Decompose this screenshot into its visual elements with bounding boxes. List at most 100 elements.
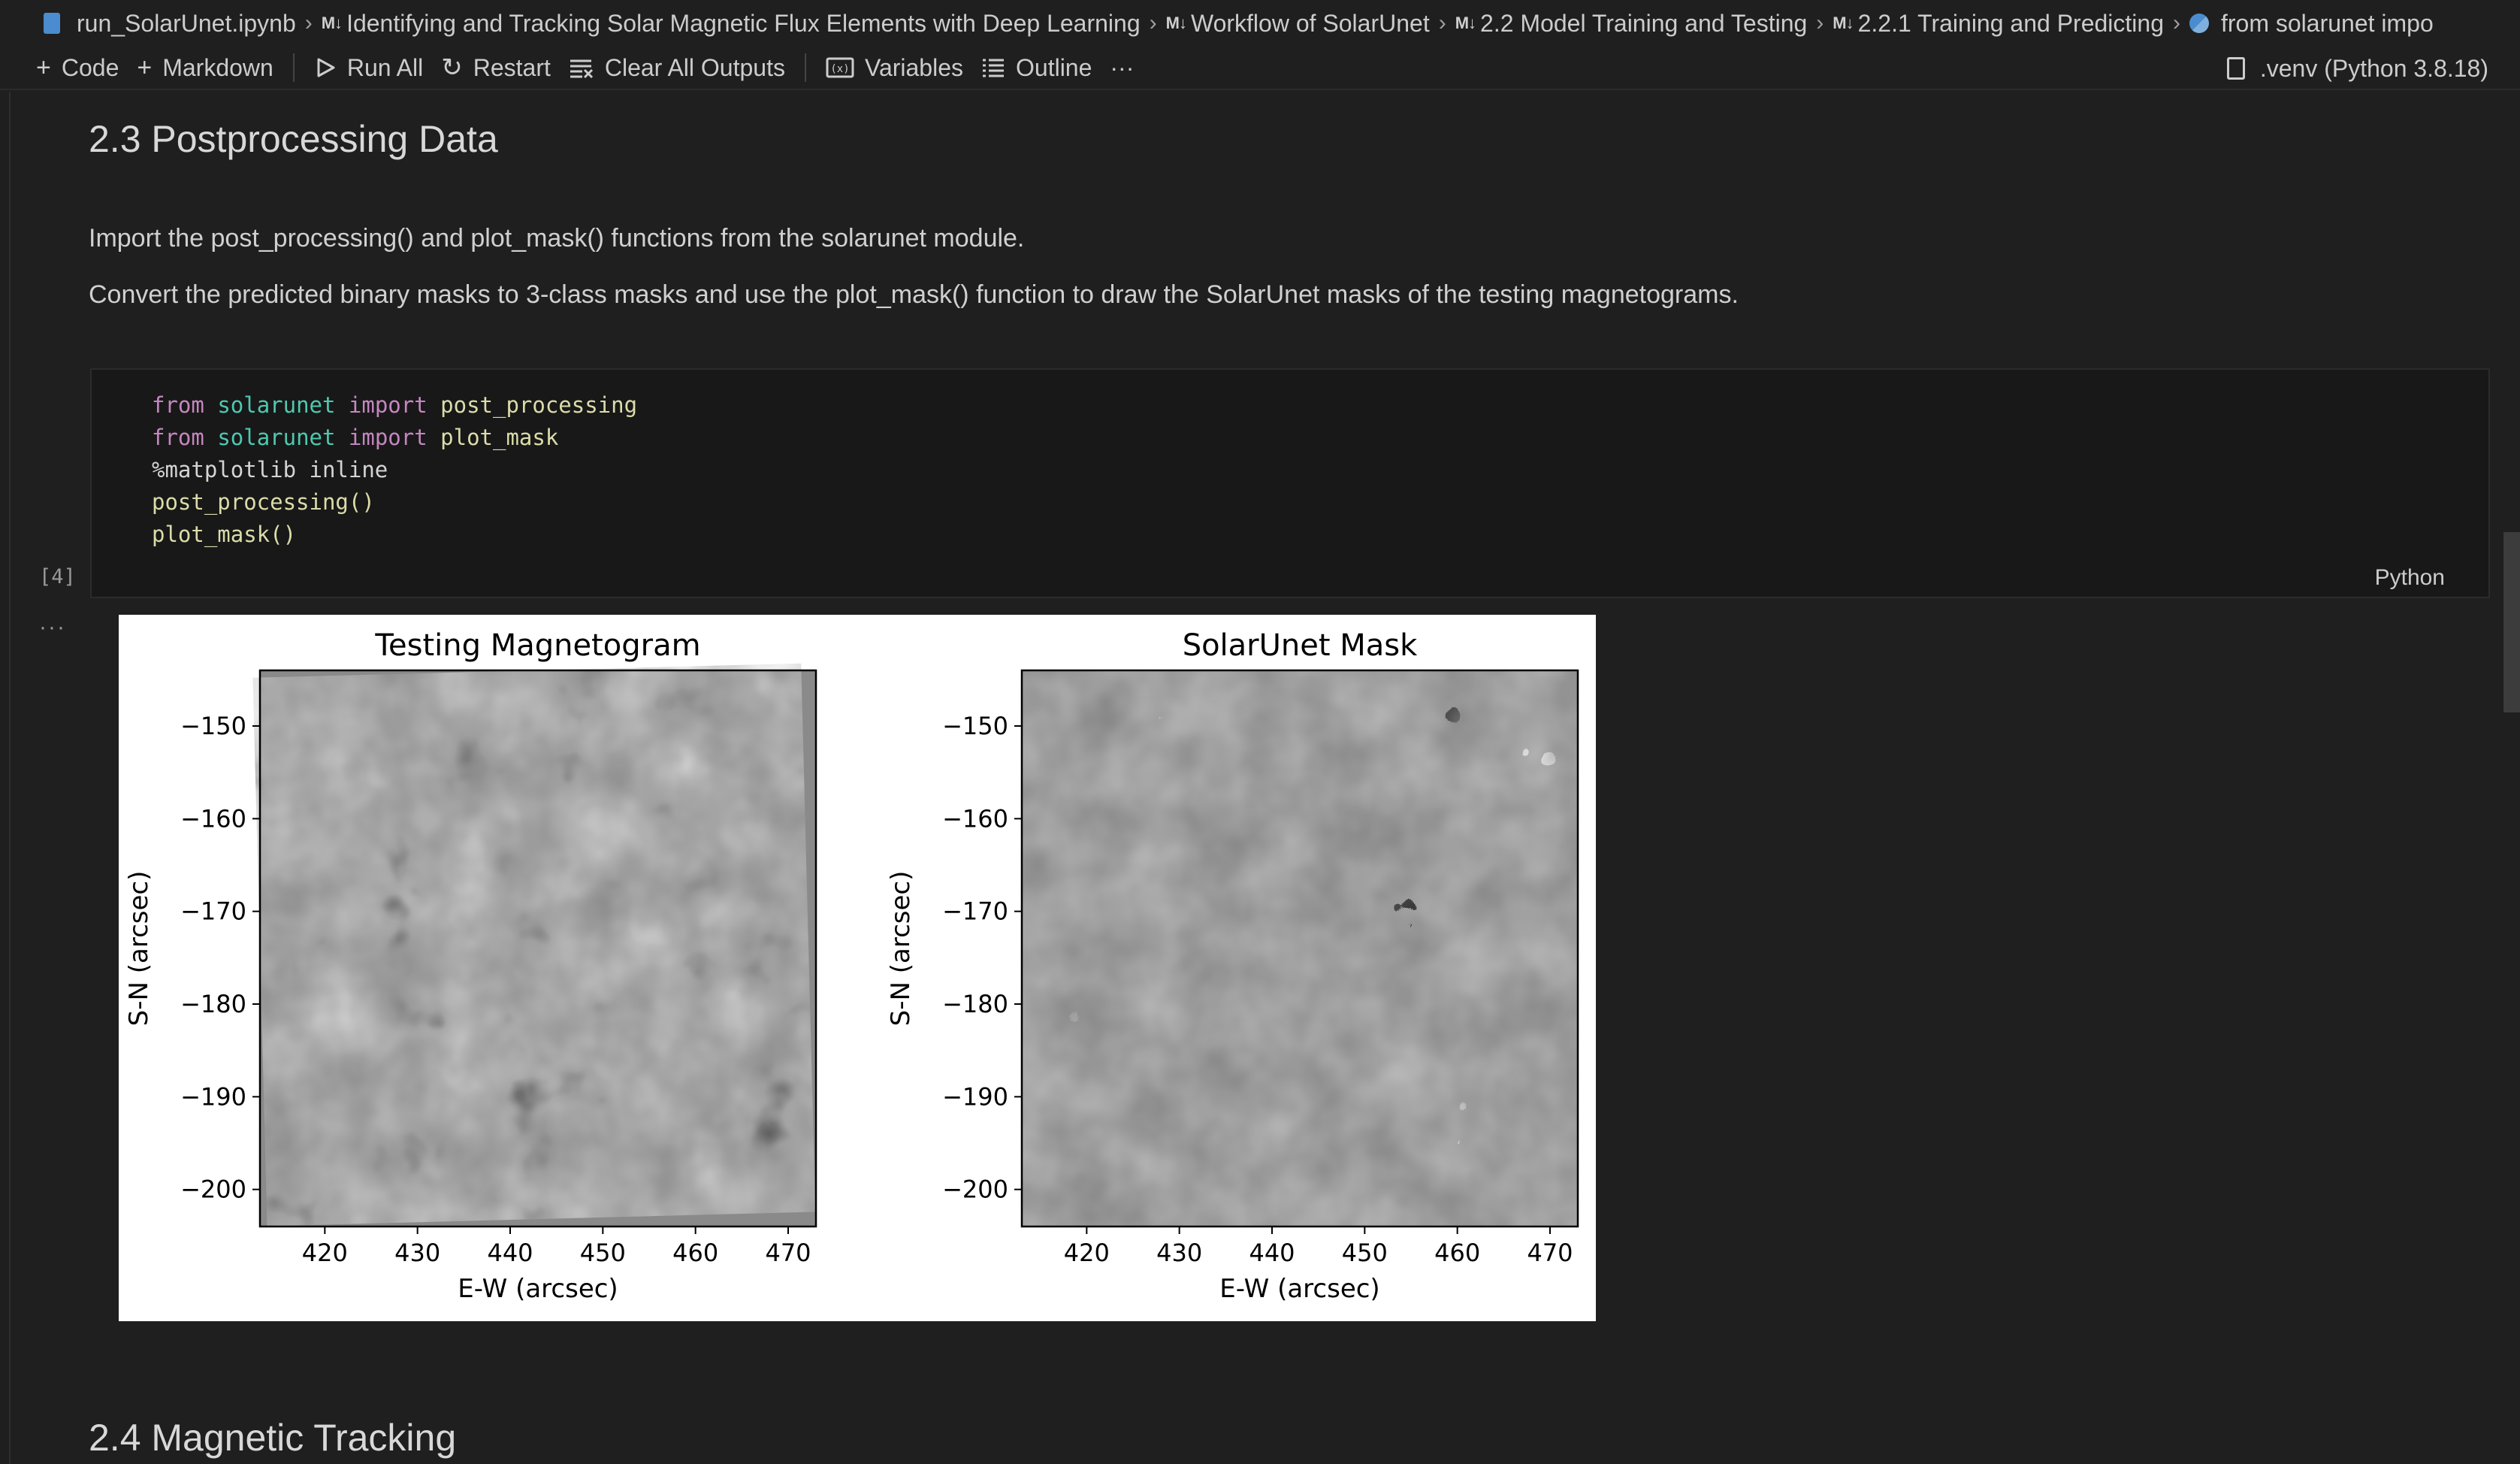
breadcrumb-label: 2.2 Model Training and Testing xyxy=(1480,9,1808,37)
chevron-right-icon: › xyxy=(1438,11,1446,35)
code-token xyxy=(335,392,348,418)
variables-label: Variables xyxy=(864,53,963,81)
code-line[interactable]: from solarunet import plot_mask xyxy=(152,422,637,454)
clear-all-outputs-label: Clear All Outputs xyxy=(604,53,785,81)
cell-output-figure: Testing Magnetogram 420 430 440 450 460 470 −15… xyxy=(119,615,1596,1321)
code-token: post_processing() xyxy=(152,489,375,515)
chevron-right-icon: › xyxy=(2172,11,2180,35)
code-token: %matplotlib inline xyxy=(152,457,388,482)
x-tick-label: 420 xyxy=(1064,1239,1110,1267)
restart-button[interactable]: ↻ Restart xyxy=(432,47,560,89)
y-tick-label: −150 xyxy=(942,712,1008,740)
svg-text:(x): (x) xyxy=(830,63,849,75)
execution-count: [4] xyxy=(39,565,76,588)
x-tick-label: 440 xyxy=(1249,1239,1295,1267)
code-token: solarunet xyxy=(217,392,336,418)
code-token xyxy=(428,425,440,450)
x-tick-label: 450 xyxy=(1342,1239,1388,1267)
y-tick-label: −180 xyxy=(942,990,1008,1018)
add-markdown-label: Markdown xyxy=(162,53,273,81)
python-icon xyxy=(2189,14,2209,33)
vertical-scrollbar-thumb[interactable] xyxy=(2503,532,2520,712)
code-token xyxy=(204,392,217,418)
markdown-icon: M↓ xyxy=(1165,14,1187,32)
code-cell-editor[interactable]: from solarunet import post_processing fro… xyxy=(90,368,2490,598)
outline-button[interactable]: Outline xyxy=(972,47,1101,89)
y-tick-label: −150 xyxy=(180,712,246,740)
code-token xyxy=(204,425,217,450)
y-tick-label: −190 xyxy=(180,1082,246,1111)
code-lines[interactable]: from solarunet import post_processing fro… xyxy=(152,389,637,551)
x-axis-label: E-W (arcsec) xyxy=(1219,1274,1379,1304)
output-more-icon[interactable]: ··· xyxy=(39,615,66,640)
breadcrumb-item-training-testing[interactable]: M↓ 2.2 Model Training and Testing xyxy=(1455,10,1808,38)
x-axis-label: E-W (arcsec) xyxy=(458,1274,618,1304)
breadcrumb-item-file[interactable]: run_SolarUnet.ipynb xyxy=(44,10,296,38)
code-line[interactable]: plot_mask() xyxy=(152,519,637,551)
axes-frame xyxy=(1020,669,1579,1228)
toolbar-divider xyxy=(292,53,295,82)
breadcrumb-label: run_SolarUnet.ipynb xyxy=(77,9,296,37)
code-token: from xyxy=(152,392,204,418)
section-heading-tracking: 2.4 Magnetic Tracking xyxy=(89,1417,457,1459)
mask-image xyxy=(1022,670,1578,1227)
section-heading-postprocessing: 2.3 Postprocessing Data xyxy=(89,118,498,160)
play-icon xyxy=(314,56,337,79)
variables-icon: (x) xyxy=(826,56,854,79)
chart-title: SolarUnet Mask xyxy=(1183,628,1418,663)
plus-icon: + xyxy=(137,53,153,82)
x-tick-label: 440 xyxy=(487,1239,533,1267)
y-tick-label: −190 xyxy=(942,1082,1008,1111)
code-line[interactable]: from solarunet import post_processing xyxy=(152,389,637,422)
restart-icon: ↻ xyxy=(441,53,463,82)
clear-all-icon xyxy=(569,56,594,79)
breadcrumb-item-title[interactable]: M↓ Identifying and Tracking Solar Magnet… xyxy=(322,10,1141,38)
code-token: solarunet xyxy=(217,425,336,450)
x-tick-label: 470 xyxy=(765,1239,811,1267)
variables-button[interactable]: (x) Variables xyxy=(817,47,972,89)
output-figure-svg: Testing Magnetogram 420 430 440 450 460 470 −15… xyxy=(124,628,1579,1304)
add-code-label: Code xyxy=(61,53,119,81)
breadcrumb-item-code-cell[interactable]: from solarunet impo xyxy=(2189,10,2434,38)
more-actions-button[interactable]: ··· xyxy=(1101,47,1143,89)
code-token: import xyxy=(348,425,428,450)
y-axis-label: S-N (arcsec) xyxy=(124,871,154,1027)
x-tick-label: 470 xyxy=(1527,1239,1573,1267)
clear-all-outputs-button[interactable]: Clear All Outputs xyxy=(560,47,794,89)
plus-icon: + xyxy=(36,53,51,82)
markdown-paragraph-2: Convert the predicted binary masks to 3-… xyxy=(89,280,1739,309)
solarunet-mask-panel: SolarUnet Mask 420 430 440 450 460 470 −150 −160… xyxy=(886,628,1579,1304)
y-tick-label: −160 xyxy=(942,804,1008,833)
markdown-icon: M↓ xyxy=(1833,14,1854,32)
toolbar-divider xyxy=(804,53,806,82)
x-tick-label: 450 xyxy=(580,1239,626,1267)
magnetogram-image xyxy=(252,663,816,1227)
run-all-label: Run All xyxy=(346,53,424,81)
markdown-icon: M↓ xyxy=(1455,14,1476,32)
outline-label: Outline xyxy=(1016,53,1092,81)
y-axis-label: S-N (arcsec) xyxy=(886,871,916,1027)
breadcrumb-item-training-predicting[interactable]: M↓ 2.2.1 Training and Predicting xyxy=(1833,10,2164,38)
kernel-picker[interactable]: .venv (Python 3.8.18) xyxy=(2218,47,2497,90)
add-code-cell-button[interactable]: + Code xyxy=(27,47,128,89)
x-tick-label: 460 xyxy=(672,1239,718,1267)
code-token: import xyxy=(348,392,428,418)
code-token: from xyxy=(152,425,204,450)
testing-magnetogram-panel: Testing Magnetogram 420 430 440 450 460 470 −15… xyxy=(124,628,817,1304)
y-tick-label: −160 xyxy=(180,804,246,833)
cell-gutter xyxy=(9,92,11,1464)
breadcrumb-item-workflow[interactable]: M↓ Workflow of SolarUnet xyxy=(1166,10,1430,38)
add-markdown-cell-button[interactable]: + Markdown xyxy=(128,47,282,89)
chevron-right-icon: › xyxy=(1149,11,1157,35)
code-line[interactable]: %matplotlib inline xyxy=(152,454,637,486)
x-tick-label: 460 xyxy=(1434,1239,1480,1267)
run-all-button[interactable]: Run All xyxy=(305,47,432,89)
notebook-file-icon xyxy=(44,13,60,34)
code-line[interactable]: post_processing() xyxy=(152,486,637,519)
kernel-label: .venv (Python 3.8.18) xyxy=(2259,54,2488,82)
more-icon: ··· xyxy=(1110,53,1135,81)
cell-language-label[interactable]: Python xyxy=(2374,565,2445,590)
x-tick-label: 430 xyxy=(1156,1239,1202,1267)
markdown-icon: M↓ xyxy=(321,14,343,32)
